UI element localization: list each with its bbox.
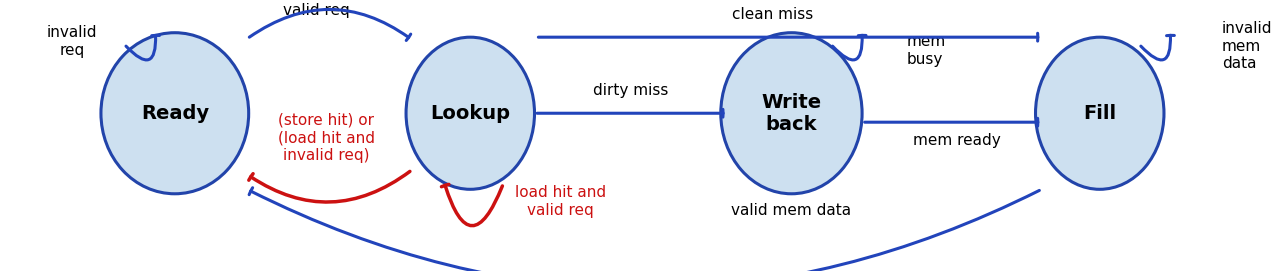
Ellipse shape bbox=[1036, 37, 1164, 189]
Text: load hit and
valid req: load hit and valid req bbox=[515, 185, 605, 218]
Text: valid req: valid req bbox=[283, 3, 349, 18]
Ellipse shape bbox=[100, 33, 249, 194]
Text: Fill: Fill bbox=[1083, 104, 1117, 123]
Text: mem ready: mem ready bbox=[913, 133, 1001, 148]
Text: Lookup: Lookup bbox=[430, 104, 510, 123]
Text: (store hit) or
(load hit and
invalid req): (store hit) or (load hit and invalid req… bbox=[278, 113, 375, 163]
Text: Ready: Ready bbox=[140, 104, 209, 123]
Ellipse shape bbox=[721, 33, 862, 194]
Text: dirty miss: dirty miss bbox=[594, 83, 668, 98]
Text: valid mem data: valid mem data bbox=[732, 203, 851, 218]
Text: invalid
req: invalid req bbox=[46, 25, 98, 58]
Text: Write
back: Write back bbox=[761, 93, 822, 134]
Ellipse shape bbox=[406, 37, 535, 189]
Text: mem
busy: mem busy bbox=[907, 34, 947, 67]
Text: clean miss: clean miss bbox=[732, 7, 813, 22]
Text: invalid
mem
data: invalid mem data bbox=[1222, 21, 1273, 71]
